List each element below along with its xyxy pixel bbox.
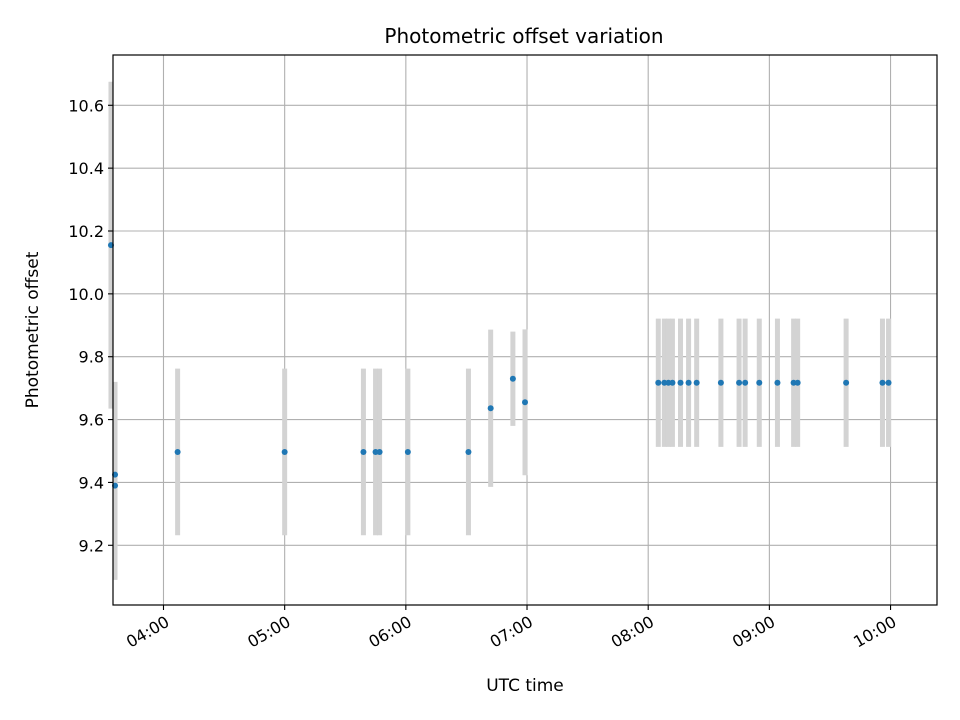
data-point <box>281 448 288 455</box>
data-point <box>465 448 472 455</box>
data-point <box>669 379 676 386</box>
y-tick-label: 9.2 <box>79 536 104 555</box>
data-point <box>774 379 781 386</box>
data-point <box>360 448 367 455</box>
data-point <box>794 379 801 386</box>
y-tick-label: 10.6 <box>68 96 104 115</box>
data-point <box>522 399 528 406</box>
data-point <box>879 379 886 386</box>
y-tick-label: 10.4 <box>68 159 104 178</box>
data-point <box>376 448 383 455</box>
data-point <box>843 379 850 386</box>
grid-lines <box>113 55 937 605</box>
y-axis-ticks: 9.2 9.4 9.6 9.8 10.0 10.2 10.4 10.6 <box>68 96 113 555</box>
data-points <box>107 242 892 489</box>
data-point <box>756 379 763 386</box>
data-point <box>404 448 411 455</box>
data-point <box>677 379 684 386</box>
data-point <box>174 448 181 455</box>
chart-title: Photometric offset variation <box>384 24 663 48</box>
y-axis-label: Photometric offset <box>23 251 43 408</box>
data-point <box>736 379 743 386</box>
data-point <box>885 379 892 386</box>
data-point <box>693 379 700 386</box>
y-tick-label: 9.4 <box>79 473 104 492</box>
y-tick-label: 10.0 <box>68 285 104 304</box>
data-point <box>509 375 516 382</box>
plot-frame <box>112 54 938 606</box>
data-point <box>487 405 494 412</box>
data-point <box>717 379 724 386</box>
y-tick-label: 9.8 <box>79 348 104 367</box>
y-tick-label: 10.2 <box>68 222 104 241</box>
data-point <box>655 379 662 386</box>
y-tick-label: 9.6 <box>79 411 104 430</box>
x-axis-label: UTC time <box>486 676 564 696</box>
data-point <box>742 379 749 386</box>
data-point <box>685 379 692 386</box>
